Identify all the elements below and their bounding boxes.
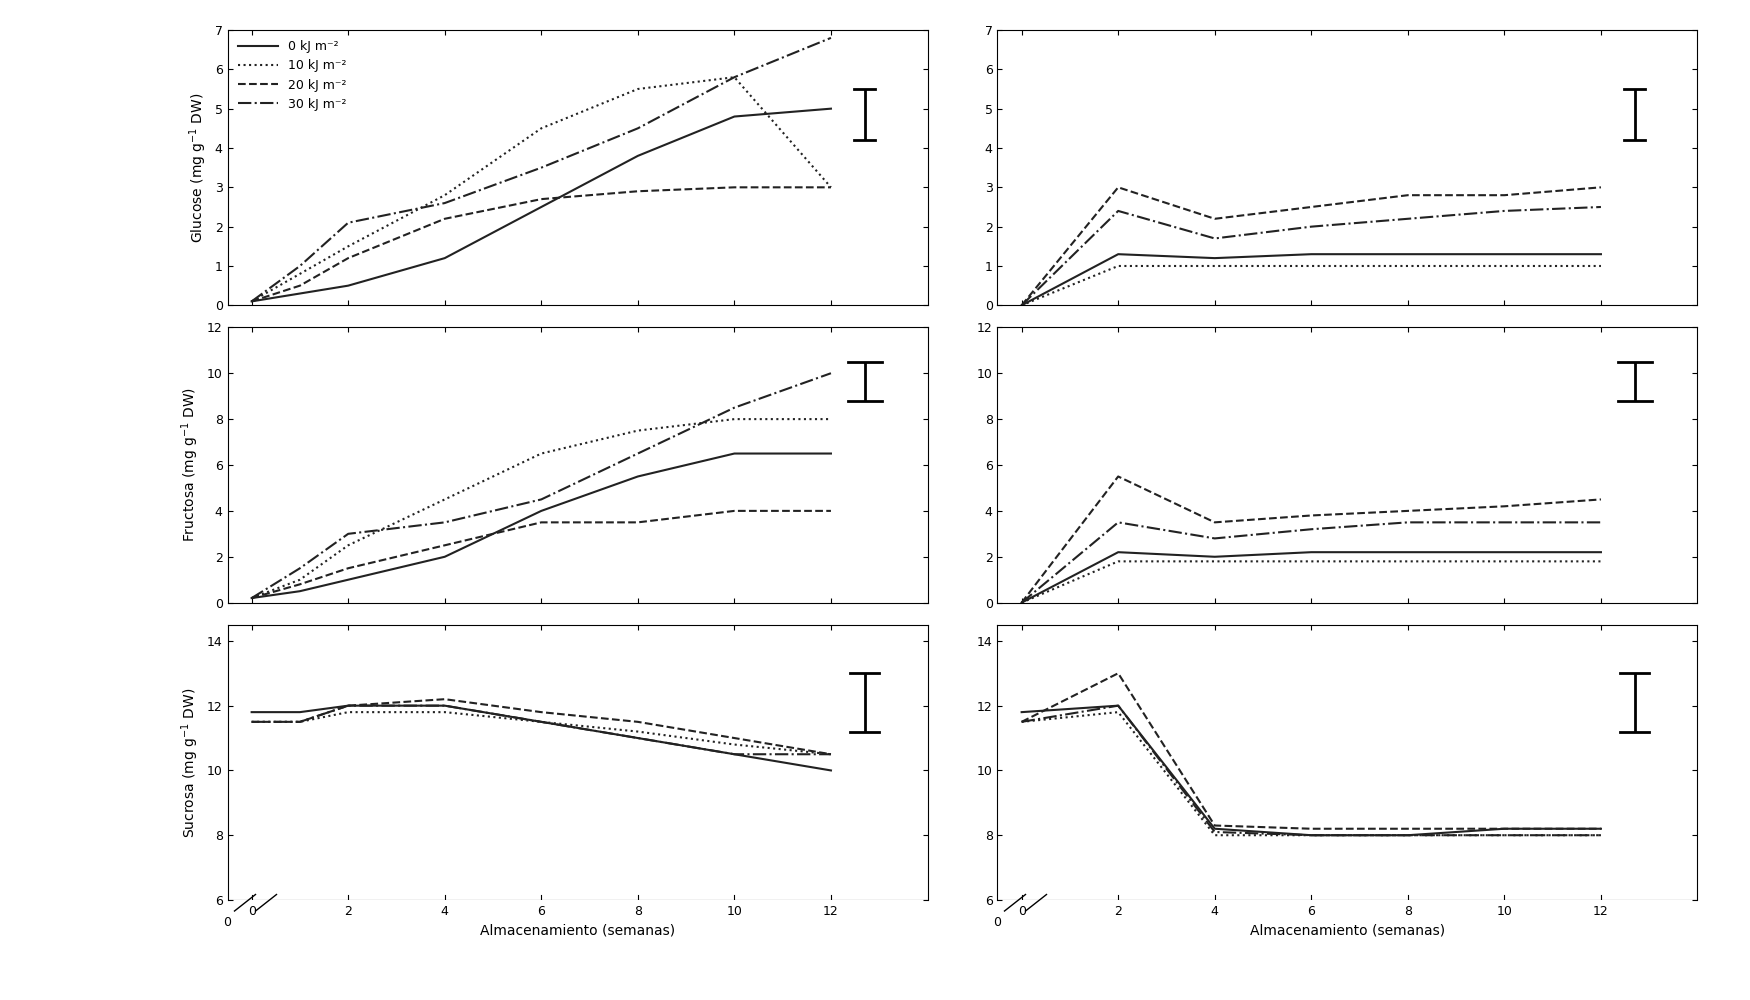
Text: 0: 0	[994, 916, 1001, 929]
Y-axis label: Fructosa (mg g$^{-1}$ DW): Fructosa (mg g$^{-1}$ DW)	[180, 388, 201, 542]
Y-axis label: Sucrosa (mg g$^{-1}$ DW): Sucrosa (mg g$^{-1}$ DW)	[180, 687, 201, 838]
Y-axis label: Glucose (mg g$^{-1}$ DW): Glucose (mg g$^{-1}$ DW)	[187, 92, 208, 243]
Legend: 0 kJ m⁻², 10 kJ m⁻², 20 kJ m⁻², 30 kJ m⁻²: 0 kJ m⁻², 10 kJ m⁻², 20 kJ m⁻², 30 kJ m⁻…	[234, 36, 350, 114]
X-axis label: Almacenamiento (semanas): Almacenamiento (semanas)	[480, 923, 676, 937]
X-axis label: Almacenamiento (semanas): Almacenamiento (semanas)	[1250, 923, 1446, 937]
Text: 0: 0	[224, 916, 231, 929]
